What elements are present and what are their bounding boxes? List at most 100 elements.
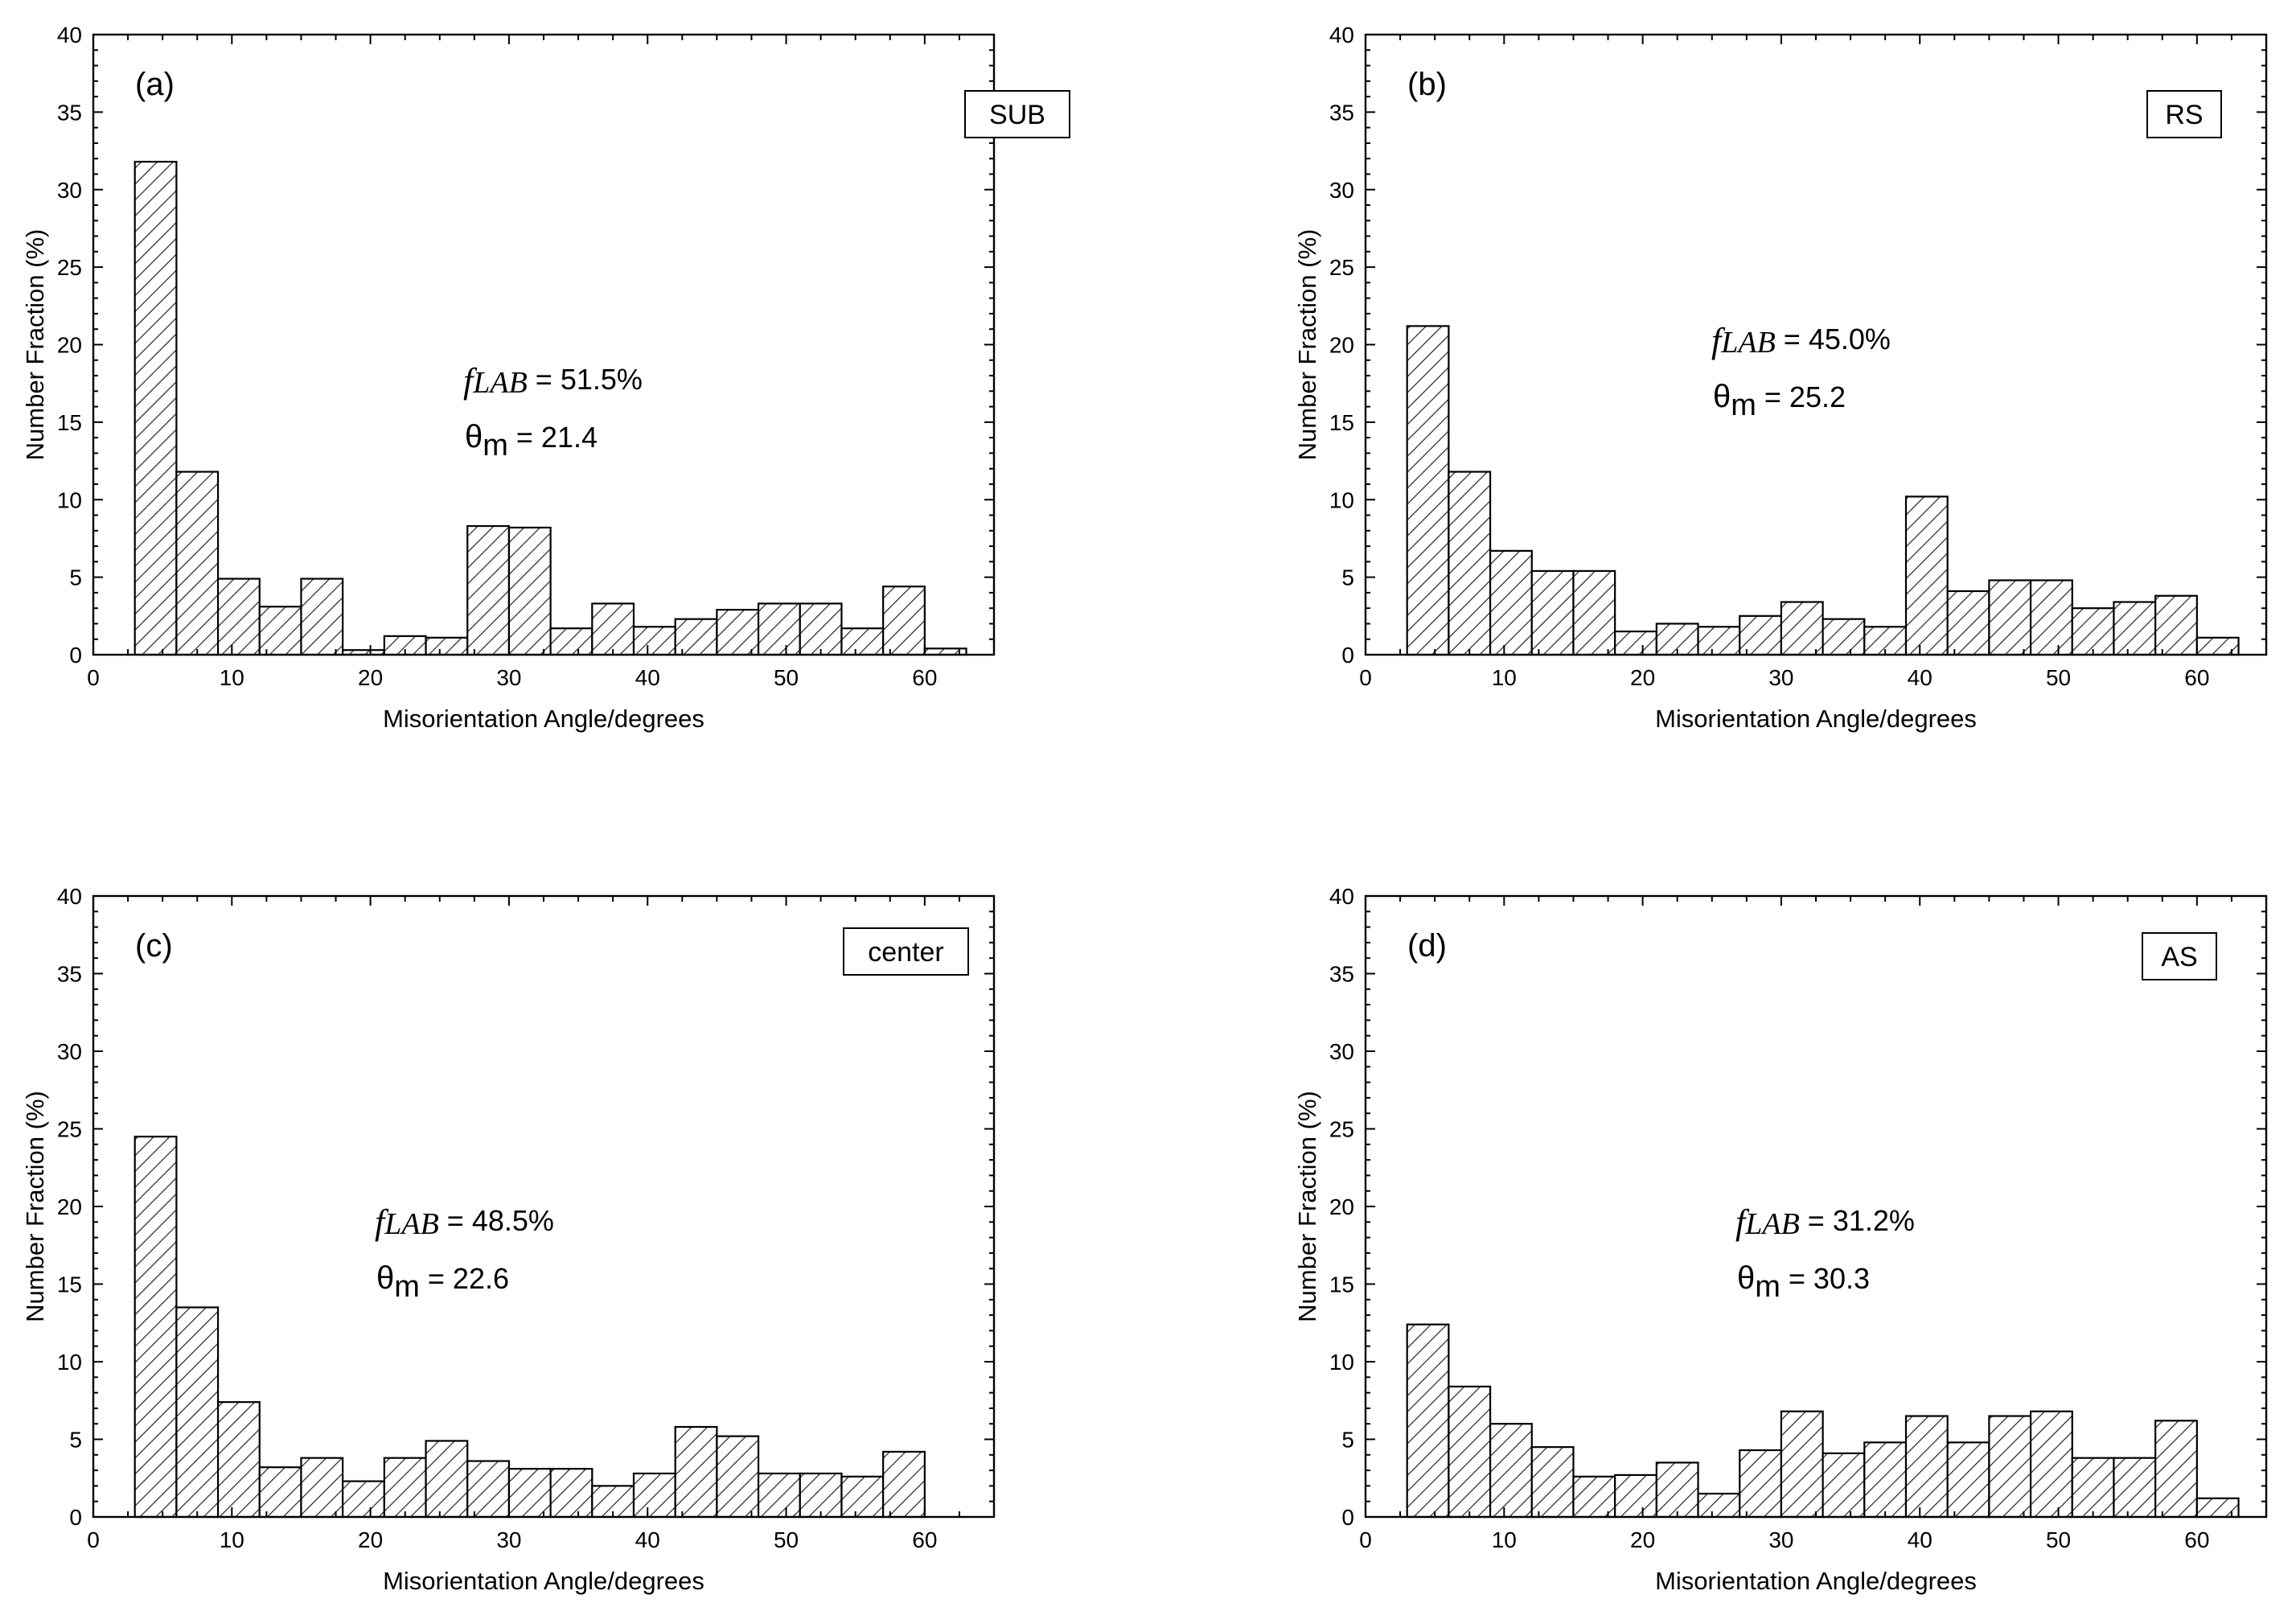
flab-subscript: LAB xyxy=(1720,326,1776,360)
sample-label-box xyxy=(843,927,969,976)
theta-symbol: θ xyxy=(465,419,483,454)
x-tick-label: 0 xyxy=(1359,665,1372,690)
bars xyxy=(133,160,967,656)
bar xyxy=(175,471,220,656)
x-tick-label: 40 xyxy=(635,665,660,690)
bar xyxy=(1489,1423,1533,1519)
bar xyxy=(1572,569,1616,656)
flab-subscript: LAB xyxy=(384,1207,439,1241)
theta-value: = 22.6 xyxy=(420,1262,509,1295)
bar xyxy=(549,627,594,656)
y-tick-label: 5 xyxy=(69,565,82,590)
bar xyxy=(591,602,635,656)
bar xyxy=(757,1472,801,1519)
sample-label-box xyxy=(2142,932,2217,980)
y-tick-label: 30 xyxy=(57,1039,82,1064)
panel-label: (b) xyxy=(1407,67,1447,102)
bar xyxy=(1406,325,1450,656)
flab-annotation: fLAB = 45.0% xyxy=(1711,321,1891,360)
flab-subscript: LAB xyxy=(1744,1207,1800,1241)
x-tick-label: 30 xyxy=(1768,665,1793,690)
y-tick-label: 30 xyxy=(57,178,82,203)
bar xyxy=(2113,1457,2157,1519)
bar xyxy=(1572,1475,1616,1519)
y-tick-label: 40 xyxy=(57,23,82,47)
bar xyxy=(133,1136,178,1519)
bar xyxy=(1946,590,1990,656)
x-tick-label: 40 xyxy=(635,1527,660,1552)
x-tick-label: 30 xyxy=(1768,1527,1793,1552)
x-axis-title: Misorientation Angle/degrees xyxy=(1655,1567,1977,1595)
bar xyxy=(425,636,469,656)
flab-value: = 48.5% xyxy=(439,1204,554,1237)
bar xyxy=(2071,607,2115,656)
bar xyxy=(1655,1461,1699,1519)
bar xyxy=(466,1460,511,1519)
bar xyxy=(1530,1446,1575,1519)
bar xyxy=(258,1466,302,1519)
flab-subscript: LAB xyxy=(472,366,528,400)
bar xyxy=(757,602,801,656)
y-tick-label: 15 xyxy=(1329,1272,1354,1297)
theta-value: = 21.4 xyxy=(508,421,598,454)
bar xyxy=(1489,549,1533,656)
flab-symbol: fLAB xyxy=(1711,321,1776,360)
x-tick-label: 30 xyxy=(496,1527,521,1552)
y-tick-label: 25 xyxy=(1329,255,1354,280)
chart-panel-a: 0 10 20 30 40 50 60 0 5 10 15 20 25 30 35 40 Misorientat… xyxy=(21,23,1070,733)
ticks xyxy=(1365,34,2267,656)
x-tick-label: 10 xyxy=(220,1527,244,1552)
theta-symbol: θ xyxy=(376,1260,394,1296)
bar xyxy=(716,1435,760,1519)
x-tick-label: 0 xyxy=(87,1527,100,1552)
flab-symbol: fLAB xyxy=(375,1202,439,1242)
bar xyxy=(300,1457,344,1519)
x-tick-label: 60 xyxy=(912,665,937,690)
bar xyxy=(799,602,843,656)
y-tick-label: 5 xyxy=(1341,565,1354,590)
panel-label: (d) xyxy=(1407,928,1447,964)
y-tick-label: 25 xyxy=(57,1117,82,1142)
chart-panel-b: 0 10 20 30 40 50 60 0 5 10 15 20 25 30 35 40 Misorientat… xyxy=(1293,23,2268,733)
x-tick-label: 60 xyxy=(2184,665,2209,690)
y-tick-label: 10 xyxy=(1329,1350,1354,1375)
theta-annotation: θm = 21.4 xyxy=(465,419,598,462)
bars xyxy=(1406,325,2240,656)
bar xyxy=(674,618,718,656)
bar xyxy=(1697,626,1741,656)
flab-value: = 51.5% xyxy=(528,363,643,396)
bar xyxy=(1448,1385,1492,1519)
theta-symbol: θ xyxy=(1713,379,1731,414)
bar xyxy=(175,1306,220,1519)
bar xyxy=(466,524,511,656)
y-tick-label: 25 xyxy=(57,255,82,280)
bar xyxy=(1904,495,1949,656)
bar xyxy=(840,1475,885,1519)
bar xyxy=(2154,1420,2198,1519)
chart-panel-c: 0 10 20 30 40 50 60 0 5 10 15 20 25 30 35 40 Misorientat… xyxy=(21,884,996,1595)
y-tick-label: 10 xyxy=(57,487,82,512)
y-tick-label: 35 xyxy=(57,962,82,987)
x-tick-label: 40 xyxy=(1908,1527,1933,1552)
bar xyxy=(1739,1449,1783,1519)
y-axis-title: Number Fraction (%) xyxy=(21,229,49,461)
sample-label-box xyxy=(964,90,1070,138)
theta-annotation: θm = 30.3 xyxy=(1737,1260,1870,1304)
theta-value: = 25.2 xyxy=(1756,380,1846,413)
panel-label: (c) xyxy=(135,928,173,964)
bar xyxy=(840,627,885,656)
x-tick-label: 20 xyxy=(358,1527,383,1552)
bar xyxy=(1448,471,1492,656)
x-tick-label: 50 xyxy=(2046,1527,2071,1552)
x-tick-label: 10 xyxy=(1492,665,1517,690)
bar xyxy=(2154,594,2198,656)
x-tick-label: 60 xyxy=(2184,1527,2209,1552)
bar xyxy=(342,1480,385,1519)
flab-symbol: fLAB xyxy=(463,361,528,401)
x-tick-label: 60 xyxy=(912,1527,937,1552)
y-tick-label: 0 xyxy=(69,1505,82,1530)
bar xyxy=(674,1425,718,1519)
bar xyxy=(425,1440,469,1519)
theta-annotation: θm = 22.6 xyxy=(376,1260,509,1304)
y-tick-label: 30 xyxy=(1329,1039,1354,1064)
